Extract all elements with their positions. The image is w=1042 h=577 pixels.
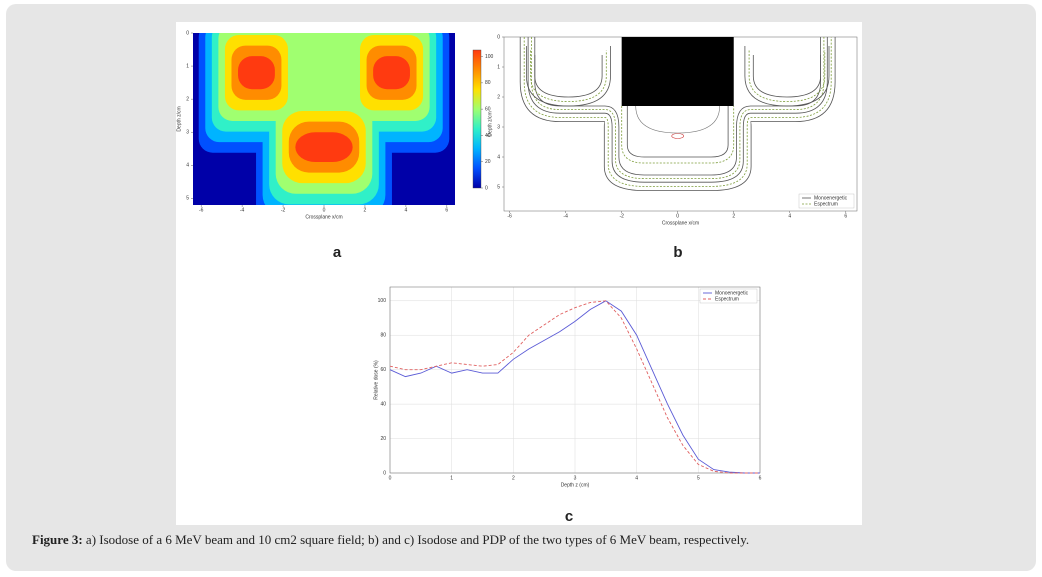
- y-axis-label: Depth z/cm: [487, 111, 493, 136]
- x-tick-label: -6: [199, 207, 204, 213]
- y-tick-label: 100: [378, 298, 387, 304]
- isodose-contour: [531, 37, 825, 179]
- x-tick-label: 2: [364, 207, 367, 213]
- hot-spot-contour: [671, 133, 684, 139]
- x-tick-label: -2: [281, 207, 286, 213]
- x-tick-label: 4: [788, 213, 791, 219]
- y-tick-label: 2: [186, 96, 189, 102]
- isodose-region: [295, 132, 353, 162]
- y-tick-label: 3: [186, 130, 189, 136]
- isodose-contour: [744, 46, 830, 107]
- dose-curve: [389, 300, 760, 474]
- colorbar-tick-label: 60: [485, 106, 491, 112]
- isodose-region: [238, 56, 275, 90]
- x-tick-label: 2: [732, 213, 735, 219]
- legend-label: Espectrum: [814, 201, 838, 207]
- y-tick-label: 2: [497, 94, 500, 100]
- dose-curve: [389, 300, 760, 474]
- y-tick-label: 4: [186, 163, 189, 169]
- x-tick-label: 1: [450, 475, 453, 481]
- isodose-contour: [752, 55, 821, 98]
- isodose-contour: [621, 106, 735, 164]
- y-axis-label: Depth z/cm: [176, 106, 182, 131]
- y-tick-label: 20: [380, 436, 386, 442]
- x-tick-label: -4: [240, 207, 245, 213]
- x-tick-label: 0: [389, 475, 392, 481]
- y-axis-label: Relative dose (%): [373, 360, 379, 400]
- x-tick-label: 6: [844, 213, 847, 219]
- legend-label: Monoenergetic: [814, 195, 848, 201]
- isodose-contour: [527, 37, 828, 183]
- x-tick-label: 5: [697, 475, 700, 481]
- isodose-contour: [626, 106, 729, 158]
- x-axis-label: Depth z (cm): [561, 482, 590, 488]
- legend-label: Espectrum: [715, 296, 739, 302]
- legend-box: [798, 193, 855, 209]
- caption-text: a) Isodose of a 6 MeV beam and 10 cm2 sq…: [86, 532, 749, 547]
- isodose-contour: [534, 55, 603, 98]
- x-tick-label: 6: [445, 207, 448, 213]
- colorbar-tick-label: 100: [485, 54, 494, 60]
- panel-label: b: [673, 244, 682, 261]
- x-tick-label: -2: [619, 213, 624, 219]
- panel-label: c: [565, 508, 573, 525]
- x-tick-label: -4: [563, 213, 568, 219]
- isodose-contour: [748, 50, 826, 102]
- y-tick-label: 40: [380, 401, 386, 407]
- heatmap: [193, 33, 455, 205]
- legend-label: Monoenergetic: [715, 290, 749, 296]
- caption-lead: Figure 3:: [32, 532, 83, 547]
- x-tick-label: 6: [759, 475, 762, 481]
- isodose-contour: [530, 50, 607, 102]
- isodose-contour: [519, 37, 836, 191]
- y-tick-label: 0: [383, 470, 386, 476]
- x-tick-label: 3: [574, 475, 577, 481]
- x-axis-label: Crossplane x/cm: [662, 220, 699, 226]
- x-tick-label: 2: [512, 475, 515, 481]
- x-tick-label: 4: [404, 207, 407, 213]
- x-tick-label: 0: [676, 213, 679, 219]
- caption: Figure 3: a) Isodose of a 6 MeV beam and…: [32, 532, 749, 547]
- y-tick-label: 60: [380, 367, 386, 373]
- colorbar-tick-label: 0: [485, 185, 488, 191]
- y-tick-label: 5: [497, 184, 500, 190]
- y-tick-label: 5: [186, 196, 189, 202]
- isodose-contour: [635, 105, 720, 134]
- isodose-region: [373, 56, 410, 90]
- y-tick-label: 0: [497, 34, 500, 40]
- y-tick-label: 0: [186, 30, 189, 36]
- panel-label: a: [333, 244, 342, 261]
- legend-box: [699, 288, 758, 304]
- x-tick-label: -6: [507, 213, 512, 219]
- x-tick-label: 4: [635, 475, 638, 481]
- colorbar-tick-label: 80: [485, 80, 491, 86]
- y-tick-label: 80: [380, 333, 386, 339]
- y-tick-label: 3: [497, 124, 500, 130]
- colorbar-tick-label: 40: [485, 133, 491, 139]
- isodose-contour: [523, 37, 832, 187]
- x-tick-label: 0: [323, 207, 326, 213]
- y-tick-label: 4: [497, 154, 500, 160]
- colorbar-tick-label: 20: [485, 159, 491, 165]
- x-axis-label: Crossplane x/cm: [305, 214, 342, 220]
- applicator-block: [621, 37, 734, 106]
- y-tick-label: 1: [497, 64, 500, 70]
- colorbar: [472, 49, 482, 189]
- y-tick-label: 1: [186, 63, 189, 69]
- isodose-contour: [526, 46, 611, 107]
- plot-frame: [389, 286, 761, 474]
